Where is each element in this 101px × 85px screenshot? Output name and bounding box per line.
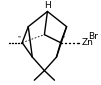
Text: ''': ''' xyxy=(61,36,66,41)
Text: Br: Br xyxy=(88,32,98,41)
Text: ''': ''' xyxy=(17,36,22,41)
Text: Zn: Zn xyxy=(81,38,93,47)
Text: H: H xyxy=(44,1,51,10)
